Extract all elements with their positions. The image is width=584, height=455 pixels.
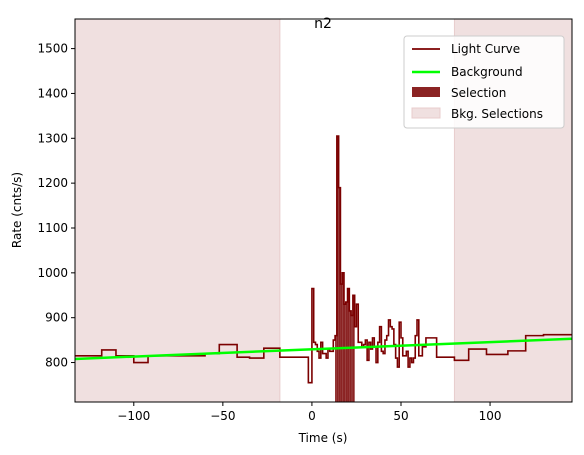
selection-bin-35 xyxy=(351,315,353,402)
y-tick-label: 1300 xyxy=(37,131,68,145)
y-tick-label: 1200 xyxy=(37,176,68,190)
y-tick-label: 1100 xyxy=(37,221,68,235)
legend: Light Curve Background Selection Bkg. Se… xyxy=(403,35,565,129)
x-tick-label: 0 xyxy=(308,409,316,423)
x-axis-label: Time (s) xyxy=(298,431,348,445)
x-axis: −100 −50 0 50 100 xyxy=(117,402,502,423)
plot-frame xyxy=(74,18,573,403)
selection-bin-31 xyxy=(343,304,346,402)
selection-bin-34 xyxy=(349,310,352,402)
y-tick-label: 1000 xyxy=(37,266,68,280)
y-tick-label: 1400 xyxy=(37,86,68,100)
selection-bin-27 xyxy=(336,136,339,403)
x-tick-label: −50 xyxy=(210,409,235,423)
series-layer xyxy=(74,135,573,384)
x-tick-label: 100 xyxy=(479,409,502,423)
chart-title: n2 xyxy=(314,16,332,32)
legend-background-label: Background xyxy=(451,65,523,79)
selection-bin-32 xyxy=(345,301,348,402)
background-line xyxy=(74,337,573,361)
x-tick-label: −100 xyxy=(117,409,150,423)
selection-bin-33 xyxy=(347,288,350,402)
legend-selection-label: Selection xyxy=(451,86,506,100)
legend-light-curve-label: Light Curve xyxy=(451,42,520,56)
selection-bin-30 xyxy=(342,272,344,402)
light-curve-line xyxy=(75,135,572,384)
legend-box xyxy=(403,35,565,129)
legend-selection-swatch xyxy=(412,87,440,97)
y-tick-label: 800 xyxy=(45,356,68,370)
selection-layer xyxy=(335,136,355,403)
legend-bkg-selections-label: Bkg. Selections xyxy=(451,107,543,121)
selection-bin-26 xyxy=(335,335,337,402)
x-tick-label: 50 xyxy=(393,409,408,423)
bkg-selection-region-0 xyxy=(74,18,281,403)
y-tick-label: 900 xyxy=(45,311,68,325)
legend-bkg-selections-swatch xyxy=(411,107,441,119)
y-axis-label: Rate (cnts/s) xyxy=(10,172,24,248)
y-tick-label: 1500 xyxy=(37,42,68,56)
selection-bin-28 xyxy=(338,187,341,402)
selection-bin-29 xyxy=(340,284,343,402)
y-axis: 800 900 1000 1100 1200 1300 1400 1500 xyxy=(37,42,75,370)
